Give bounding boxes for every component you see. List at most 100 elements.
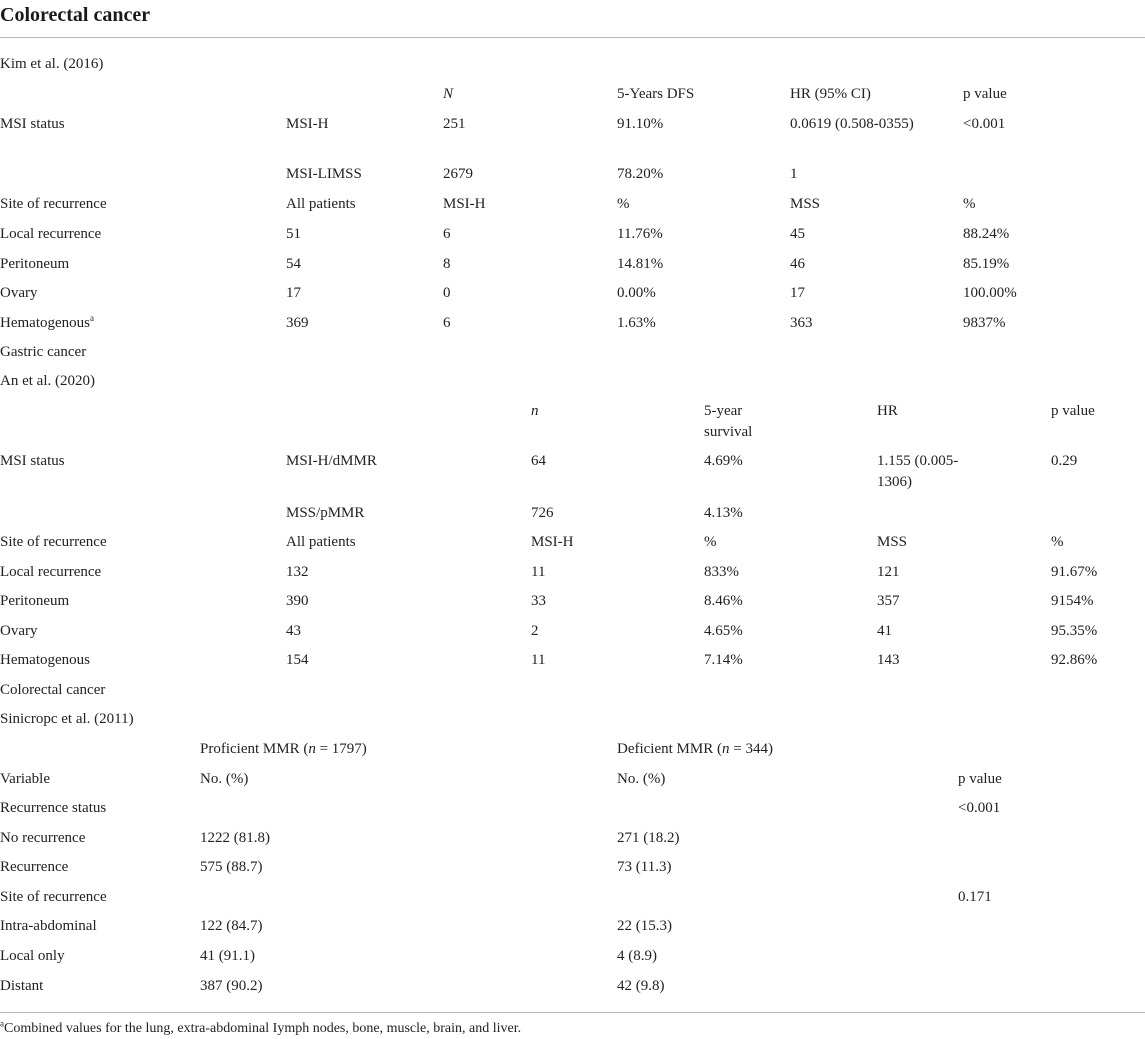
header-p: p value (1051, 403, 1095, 419)
footnote-marker: a (0, 1018, 4, 1029)
col-header-prof: No. (%) (200, 771, 249, 787)
site-pct: 100.00% (963, 285, 1017, 301)
var-p: 0.171 (958, 889, 992, 905)
site-header-label: Site of recurrence (0, 534, 107, 550)
site-header-label: Site of recurrence (0, 196, 107, 212)
site-header-all: All patients (286, 534, 356, 550)
section-heading-gastric: Gastric cancer (0, 344, 87, 360)
header-p: p value (963, 86, 1007, 102)
var-label: Recurrence status (0, 800, 107, 816)
site-all: 43 (286, 623, 301, 639)
msi-n: 2679 (443, 166, 473, 182)
table-title: Colorectal cancer (0, 4, 151, 26)
var-label: Recurrence (0, 859, 69, 875)
site-all: 51 (286, 226, 301, 242)
site-header-pct: % (1051, 534, 1064, 550)
header-survival: 5-year survival (704, 403, 753, 440)
msi-survival: 4.13% (704, 505, 743, 521)
site-mss: 357 (877, 593, 900, 609)
site-header-pct: % (704, 534, 717, 550)
site-pct: 7.14% (704, 652, 743, 668)
site-pct: 88.24% (963, 226, 1010, 242)
site-msih: 33 (531, 593, 546, 609)
row-label-msi-status: MSI status (0, 453, 65, 469)
col-header-def: No. (%) (617, 771, 666, 787)
msi-dfs: 91.10% (617, 116, 664, 132)
site-mss: 143 (877, 652, 900, 668)
header-n: n (531, 403, 539, 419)
site-pct: 11.76% (617, 226, 663, 242)
site-label: Peritoneum (0, 593, 70, 609)
footnote-marker: a (89, 313, 94, 323)
var-def: 271 (18.2) (617, 830, 680, 846)
site-label-hematogenous: Hematogenousa (0, 313, 94, 332)
msi-dfs: 78.20% (617, 166, 664, 182)
msi-group: MSI-LIMSS (286, 166, 362, 182)
source-kim: Kim et al. (2016) (0, 56, 104, 72)
var-p: <0.001 (958, 800, 1001, 816)
site-msih: 11 (531, 652, 546, 668)
section-heading-colorectal: Colorectal cancer (0, 682, 106, 698)
site-msih: 11 (531, 564, 546, 580)
msi-group: MSI-H/dMMR (286, 453, 377, 469)
source-sinicropc: Sinicropc et al. (2011) (0, 711, 134, 727)
site-pct: 85.19% (963, 256, 1010, 272)
site-header-msih: MSI-H (531, 534, 574, 550)
site-pct: 8.46% (704, 593, 743, 609)
site-header-pct: % (617, 196, 630, 212)
site-msih: 6 (443, 226, 451, 242)
site-all: 369 (286, 315, 309, 331)
table-footnote: aCombined values for the lung, extra-abd… (0, 1019, 521, 1039)
msi-survival: 4.69% (704, 453, 743, 469)
site-pct: 14.81% (617, 256, 664, 272)
site-all: 54 (286, 256, 301, 272)
site-msih: 6 (443, 315, 451, 331)
var-prof: 575 (88.7) (200, 859, 263, 875)
col-header-p: p value (958, 771, 1002, 787)
site-label: Peritoneum (0, 256, 70, 272)
msi-hr: 1.155 (0.005-1306) (877, 453, 959, 490)
var-prof: 41 (91.1) (200, 948, 255, 964)
site-all: 17 (286, 285, 301, 301)
site-label: Hematogenous (0, 652, 90, 668)
var-def: 73 (11.3) (617, 859, 672, 875)
header-hr: HR (877, 403, 898, 419)
site-pct: 91.67% (1051, 564, 1098, 580)
site-mss: 46 (790, 256, 805, 272)
site-label: Ovary (0, 285, 38, 301)
site-pct: 9154% (1051, 593, 1094, 609)
msi-hr: 0.0619 (0.508-0355) (790, 116, 914, 132)
var-prof: 1222 (81.8) (200, 830, 270, 846)
var-label: Local only (0, 948, 65, 964)
site-pct: 1.63% (617, 315, 656, 331)
msi-n: 64 (531, 453, 546, 469)
msi-p: <0.001 (963, 116, 1006, 132)
site-pct: 95.35% (1051, 623, 1098, 639)
msi-group: MSS/pMMR (286, 505, 365, 521)
site-mss: 17 (790, 285, 805, 301)
site-msih: 8 (443, 256, 451, 272)
col-header-variable: Variable (0, 771, 50, 787)
var-def: 42 (9.8) (617, 978, 665, 994)
header-n: N (443, 86, 454, 102)
site-header-pct: % (963, 196, 976, 212)
var-label: Intra-abdominal (0, 918, 97, 934)
site-label: Local recurrence (0, 226, 102, 242)
msi-n: 726 (531, 505, 554, 521)
site-mss: 363 (790, 315, 813, 331)
msi-hr: 1 (790, 166, 798, 182)
var-prof: 122 (84.7) (200, 918, 263, 934)
site-msih: 0 (443, 285, 451, 301)
group-header-proficient: Proficient MMR (n = 1797) (200, 741, 367, 757)
var-label: No recurrence (0, 830, 86, 846)
site-mss: 121 (877, 564, 900, 580)
top-rule (0, 37, 1145, 38)
site-header-msih: MSI-H (443, 196, 486, 212)
site-pct: 9837% (963, 315, 1006, 331)
footnote-text: Combined values for the lung, extra-abdo… (4, 1021, 522, 1036)
msi-n: 251 (443, 116, 466, 132)
group-header-deficient: Deficient MMR (n = 344) (617, 741, 773, 757)
bottom-rule (0, 1012, 1145, 1013)
site-header-all: All patients (286, 196, 356, 212)
source-an: An et al. (2020) (0, 373, 95, 389)
